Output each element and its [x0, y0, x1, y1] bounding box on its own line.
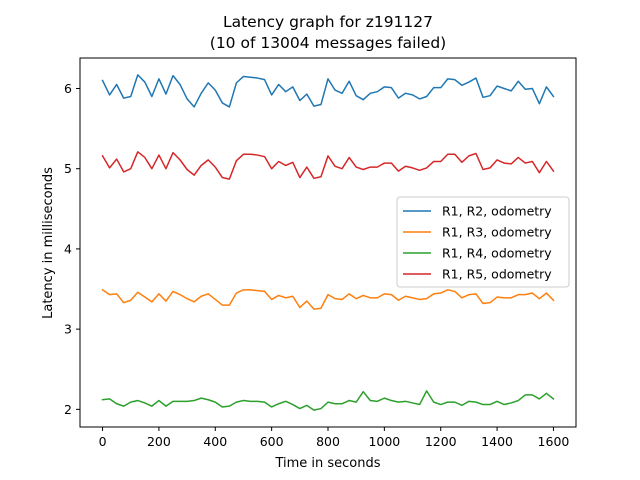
x-tick-label: 800 — [316, 434, 340, 449]
x-tick-label: 1400 — [481, 434, 513, 449]
x-tick-label: 1600 — [538, 434, 570, 449]
x-axis-label: Time in seconds — [274, 456, 380, 471]
y-axis-label: Latency in milliseconds — [41, 167, 56, 319]
legend-label-3: R1, R4, odometry — [442, 246, 552, 261]
legend-label-2: R1, R3, odometry — [442, 225, 552, 240]
y-tick-label: 2 — [64, 402, 72, 417]
legend-label-1: R1, R2, odometry — [442, 204, 552, 219]
series-line-3 — [101, 390, 555, 411]
legend-box — [396, 196, 570, 288]
y-tick-label: 3 — [64, 322, 72, 337]
legend-label-4: R1, R5, odometry — [442, 267, 552, 282]
chart-title: Latency graph for z191127 — [223, 13, 433, 31]
x-tick-label: 0 — [99, 434, 107, 449]
legend: R1, R2, odometry R1, R3, odometry R1, R4, … — [396, 196, 570, 288]
title-group: Latency graph for z191127 (10 of 13004 m… — [210, 13, 446, 52]
x-tick-label: 1200 — [425, 434, 457, 449]
chart-subtitle: (10 of 13004 messages failed) — [210, 34, 446, 52]
x-tick-label: 1000 — [368, 434, 400, 449]
x-tick-label: 600 — [260, 434, 284, 449]
y-tick-label: 6 — [64, 81, 72, 96]
x-ticks: 0 200 400 600 800 1000 1200 1400 1600 — [99, 427, 570, 449]
y-tick-label: 5 — [64, 161, 72, 176]
series-line-4 — [101, 151, 555, 180]
y-tick-label: 4 — [64, 241, 72, 256]
series-group — [101, 74, 555, 411]
y-ticks: 2 3 4 5 6 — [64, 81, 80, 417]
series-line-1 — [101, 74, 555, 108]
x-tick-label: 400 — [203, 434, 227, 449]
series-line-2 — [101, 288, 555, 310]
x-tick-label: 200 — [147, 434, 171, 449]
